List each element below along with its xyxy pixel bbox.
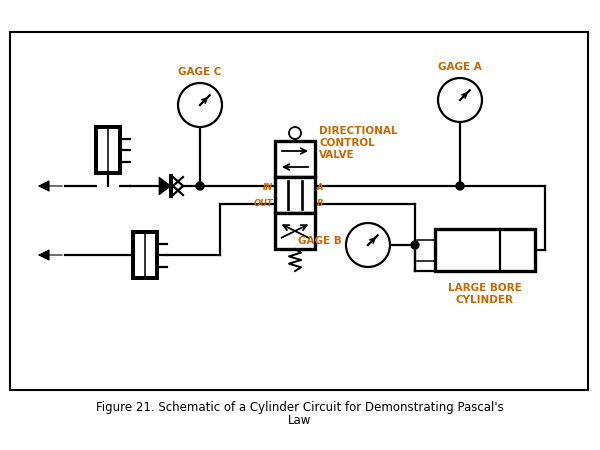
Text: IN: IN [263, 183, 273, 192]
Text: CONTROL: CONTROL [319, 138, 375, 148]
Bar [275, 177, 315, 213]
Circle shape [289, 127, 301, 139]
Bar [96, 127, 120, 173]
Bar [133, 232, 157, 278]
Bar [275, 213, 315, 249]
Bar [10, 32, 588, 390]
Bar [435, 229, 535, 271]
Text: Law: Law [289, 414, 311, 428]
Text: A: A [317, 183, 323, 192]
Text: GAGE A: GAGE A [438, 62, 482, 72]
Circle shape [411, 241, 419, 249]
Bar [275, 141, 315, 177]
Circle shape [178, 83, 222, 127]
Text: LARGE BORE: LARGE BORE [448, 283, 522, 293]
Circle shape [438, 78, 482, 122]
Text: GAGE C: GAGE C [178, 67, 221, 77]
Text: OUT: OUT [253, 198, 273, 207]
Polygon shape [159, 177, 171, 195]
Text: GAGE B: GAGE B [298, 236, 342, 246]
Text: VALVE: VALVE [319, 150, 355, 160]
Circle shape [196, 182, 204, 190]
Circle shape [456, 182, 464, 190]
Circle shape [346, 223, 390, 267]
Text: Figure 21. Schematic of a Cylinder Circuit for Demonstrating Pascal's: Figure 21. Schematic of a Cylinder Circu… [96, 400, 504, 414]
Text: B: B [317, 198, 323, 207]
Text: CYLINDER: CYLINDER [456, 295, 514, 305]
Text: DIRECTIONAL: DIRECTIONAL [319, 126, 398, 136]
